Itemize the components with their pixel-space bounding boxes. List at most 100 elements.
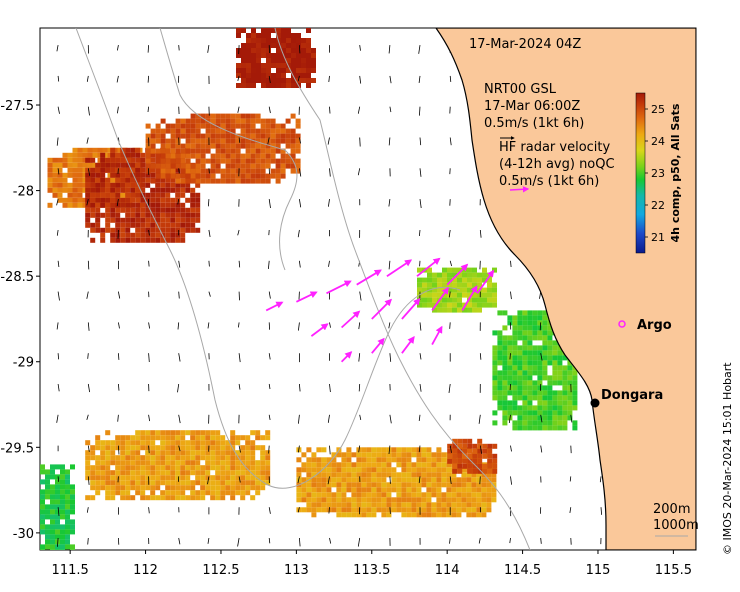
gsl-arrow (540, 414, 543, 423)
x-tick-label: 115.5 (655, 563, 692, 578)
gsl-arrow (298, 445, 300, 453)
gsl-arrow (238, 445, 241, 453)
gsl-arrow (268, 537, 271, 544)
gsl-arrow (388, 137, 391, 146)
hf-title: HF radar velocity (499, 140, 611, 155)
y-tick-label: -29 (13, 356, 34, 371)
gsl-arrow (177, 383, 180, 393)
gsl-arrow (86, 414, 89, 421)
hf-vector (340, 351, 353, 363)
x-tick-label: 112.5 (202, 563, 239, 578)
sst-layer (40, 28, 578, 550)
y-tick-label: -30 (13, 527, 34, 542)
gsl-arrow (388, 199, 391, 207)
gsl-arrow (118, 291, 121, 299)
gsl-arrow (148, 322, 150, 329)
gsl-arrow (299, 168, 302, 177)
gsl-arrow (238, 353, 241, 363)
dongara-marker[interactable] (590, 398, 600, 408)
gsl-arrow (388, 229, 391, 238)
gsl-arrow (268, 507, 271, 514)
hf-vector (356, 269, 382, 286)
gsl-arrow (388, 260, 391, 270)
gsl-arrow (600, 507, 602, 515)
dongara-label: Dongara (601, 388, 663, 403)
gsl-arrow (118, 383, 120, 391)
gsl-arrow (87, 353, 89, 359)
gsl-arrow (329, 106, 331, 114)
gsl-arrow (237, 106, 240, 113)
gsl-arrow (389, 106, 392, 113)
hf-avg: (4-12h avg) noQC (499, 157, 615, 172)
hf-radar-vectors (265, 257, 495, 363)
gsl-arrow (268, 445, 270, 454)
hf-vector (371, 298, 393, 320)
gsl-arrow (359, 414, 362, 420)
gsl-arrow (178, 260, 181, 268)
date-label: 17-Mar-2024 04Z (469, 37, 581, 52)
gsl-arrow (299, 537, 301, 547)
gsl-arrow (510, 445, 512, 452)
gsl-arrow (389, 75, 392, 84)
colorbar-tick-label: 23 (651, 167, 665, 180)
sst-patch (85, 430, 271, 501)
gsl-arrow (449, 476, 452, 485)
x-axis: 111.5 112 112.5 113 113.5 114 114.5 115 115.5 (52, 550, 692, 578)
gsl-arrow (418, 476, 421, 484)
gsl-arrow (449, 260, 452, 267)
gsl-arrow (418, 75, 421, 83)
gsl-arrow (178, 537, 181, 545)
x-tick-label: 113.5 (353, 563, 390, 578)
gsl-arrow (238, 137, 241, 143)
gsl-arrow (570, 414, 573, 423)
gsl-arrow (569, 507, 572, 513)
gsl-arrow (419, 106, 421, 116)
gsl-arrow (389, 414, 392, 424)
gsl-arrow (329, 445, 331, 455)
gsl-arrow (268, 75, 271, 84)
gsl-scale: 0.5m/s (1kt 6h) (484, 116, 584, 131)
hf-vector (296, 291, 318, 303)
gsl-arrow (448, 383, 451, 393)
gsl-arrow (389, 507, 391, 514)
hf-vector (416, 257, 441, 277)
y-tick-label: -29.5 (0, 441, 34, 456)
gsl-arrow (237, 75, 240, 82)
gsl-arrow (148, 414, 150, 422)
x-tick-label: 114 (435, 563, 460, 578)
gsl-arrow (177, 199, 180, 205)
gsl-arrow (238, 260, 241, 268)
x-tick-label: 114.5 (504, 563, 541, 578)
gsl-arrow (539, 322, 542, 331)
y-tick-label: -28 (13, 185, 34, 200)
gsl-arrow (118, 445, 120, 455)
gsl-arrow (540, 353, 543, 361)
hf-vector (446, 263, 469, 286)
gsl-arrow (148, 260, 150, 267)
argo-marker[interactable] (618, 320, 626, 328)
gsl-arrow (478, 414, 481, 424)
hf-vector (386, 259, 413, 277)
hf-vector (340, 310, 361, 329)
gsl-arrow (87, 476, 90, 485)
gsl-arrow (419, 322, 422, 331)
gsl-arrow (207, 322, 210, 329)
sst-patch (492, 310, 578, 431)
gsl-arrow (267, 137, 270, 145)
gsl-arrow (208, 291, 211, 297)
gsl-arrow (418, 414, 421, 421)
gsl-arrow (268, 353, 271, 360)
gsl-arrow (540, 537, 542, 544)
gsl-arrow (86, 137, 89, 144)
gsl-arrow (208, 199, 210, 207)
gsl-arrow (86, 75, 89, 82)
gsl-arrow (297, 507, 300, 513)
gsl-arrow (419, 229, 421, 237)
gsl-arrow (389, 476, 391, 484)
y-tick-label: -27.5 (0, 99, 34, 114)
x-tick-label: 111.5 (52, 563, 89, 578)
colorbar-title: 4h comp, p50, All Sats (669, 103, 682, 242)
gsl-arrow (177, 322, 180, 330)
hf-vector (310, 323, 329, 337)
